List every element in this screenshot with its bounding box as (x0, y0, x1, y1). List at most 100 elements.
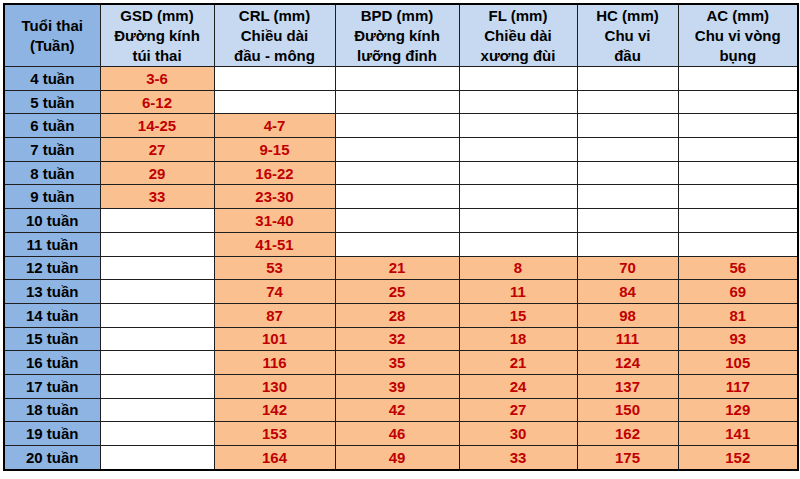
cell-gsd: 29 (100, 161, 214, 185)
table-row: 20 tuần1644933175152 (4, 446, 798, 471)
cell-ac: 93 (678, 327, 798, 351)
cell-bpd: 42 (335, 398, 459, 422)
cell-bpd: 28 (335, 303, 459, 327)
cell-crl: 142 (214, 398, 335, 422)
cell-hc: 162 (577, 422, 678, 446)
cell-hc: 137 (577, 374, 678, 398)
cell-fl (459, 90, 577, 114)
cell-gsd (100, 256, 214, 280)
cell-ac: 152 (678, 446, 798, 471)
cell-gsd (100, 209, 214, 233)
cell-fl (459, 232, 577, 256)
cell-fl: 11 (459, 280, 577, 304)
cell-fl: 27 (459, 398, 577, 422)
week-label: 13 tuần (4, 280, 100, 304)
cell-hc: 175 (577, 446, 678, 471)
cell-fl (459, 209, 577, 233)
cell-ac (678, 161, 798, 185)
cell-gsd: 33 (100, 185, 214, 209)
cell-gsd: 6-12 (100, 90, 214, 114)
table-header: Tuổi thai (Tuần)GSD (mm) Đường kính túi … (4, 4, 798, 67)
cell-crl (214, 67, 335, 91)
table-row: 6 tuần14-254-7 (4, 114, 798, 138)
cell-fl (459, 185, 577, 209)
cell-bpd (335, 232, 459, 256)
week-label: 9 tuần (4, 185, 100, 209)
cell-hc (577, 114, 678, 138)
cell-bpd: 35 (335, 351, 459, 375)
week-label: 12 tuần (4, 256, 100, 280)
column-header-week: Tuổi thai (Tuần) (4, 4, 100, 67)
cell-bpd: 46 (335, 422, 459, 446)
column-header-crl: CRL (mm) Chiều dài đầu - mông (214, 4, 335, 67)
cell-hc: 111 (577, 327, 678, 351)
cell-ac (678, 209, 798, 233)
cell-gsd (100, 327, 214, 351)
cell-hc (577, 232, 678, 256)
fetal-biometry-table: Tuổi thai (Tuần)GSD (mm) Đường kính túi … (3, 3, 799, 471)
cell-bpd: 21 (335, 256, 459, 280)
table-row: 14 tuần8728159881 (4, 303, 798, 327)
week-label: 8 tuần (4, 161, 100, 185)
table-row: 5 tuần6-12 (4, 90, 798, 114)
table-row: 4 tuần3-6 (4, 67, 798, 91)
cell-gsd (100, 422, 214, 446)
cell-hc (577, 67, 678, 91)
cell-fl (459, 138, 577, 162)
cell-hc: 124 (577, 351, 678, 375)
column-header-fl: FL (mm) Chiều dài xương đùi (459, 4, 577, 67)
cell-crl: 41-51 (214, 232, 335, 256)
week-label: 16 tuần (4, 351, 100, 375)
cell-bpd (335, 209, 459, 233)
table-row: 16 tuần1163521124105 (4, 351, 798, 375)
column-header-hc: HC (mm) Chu vi đầu (577, 4, 678, 67)
cell-ac: 81 (678, 303, 798, 327)
cell-ac: 129 (678, 398, 798, 422)
cell-bpd (335, 185, 459, 209)
cell-crl: 16-22 (214, 161, 335, 185)
week-label: 18 tuần (4, 398, 100, 422)
table-row: 11 tuần 41-51 (4, 232, 798, 256)
cell-crl: 53 (214, 256, 335, 280)
column-header-ac: AC (mm) Chu vi vòng bụng (678, 4, 798, 67)
table-row: 8 tuần2916-22 (4, 161, 798, 185)
week-label: 19 tuần (4, 422, 100, 446)
cell-hc: 84 (577, 280, 678, 304)
cell-ac (678, 185, 798, 209)
cell-gsd: 27 (100, 138, 214, 162)
page: Tuổi thai (Tuần)GSD (mm) Đường kính túi … (0, 0, 800, 479)
week-label: 6 tuần (4, 114, 100, 138)
cell-fl: 18 (459, 327, 577, 351)
cell-ac: 141 (678, 422, 798, 446)
cell-crl: 4-7 (214, 114, 335, 138)
cell-ac (678, 90, 798, 114)
table-row: 9 tuần3323-30 (4, 185, 798, 209)
week-label: 5 tuần (4, 90, 100, 114)
week-label: 17 tuần (4, 374, 100, 398)
cell-ac: 69 (678, 280, 798, 304)
week-label: 11 tuần (4, 232, 100, 256)
cell-hc (577, 90, 678, 114)
week-label: 4 tuần (4, 67, 100, 91)
cell-fl (459, 161, 577, 185)
cell-bpd (335, 114, 459, 138)
week-label: 7 tuần (4, 138, 100, 162)
header-row: Tuổi thai (Tuần)GSD (mm) Đường kính túi … (4, 4, 798, 67)
table-row: 15 tuần101321811193 (4, 327, 798, 351)
cell-hc (577, 209, 678, 233)
cell-bpd (335, 161, 459, 185)
table-row: 17 tuần1303924137117 (4, 374, 798, 398)
cell-gsd (100, 280, 214, 304)
cell-bpd: 49 (335, 446, 459, 471)
table-row: 12 tuần532187056 (4, 256, 798, 280)
cell-fl: 24 (459, 374, 577, 398)
cell-hc (577, 161, 678, 185)
cell-fl: 30 (459, 422, 577, 446)
cell-gsd: 14-25 (100, 114, 214, 138)
cell-fl (459, 114, 577, 138)
cell-fl: 33 (459, 446, 577, 471)
cell-fl (459, 67, 577, 91)
cell-bpd: 39 (335, 374, 459, 398)
cell-ac (678, 114, 798, 138)
week-label: 15 tuần (4, 327, 100, 351)
